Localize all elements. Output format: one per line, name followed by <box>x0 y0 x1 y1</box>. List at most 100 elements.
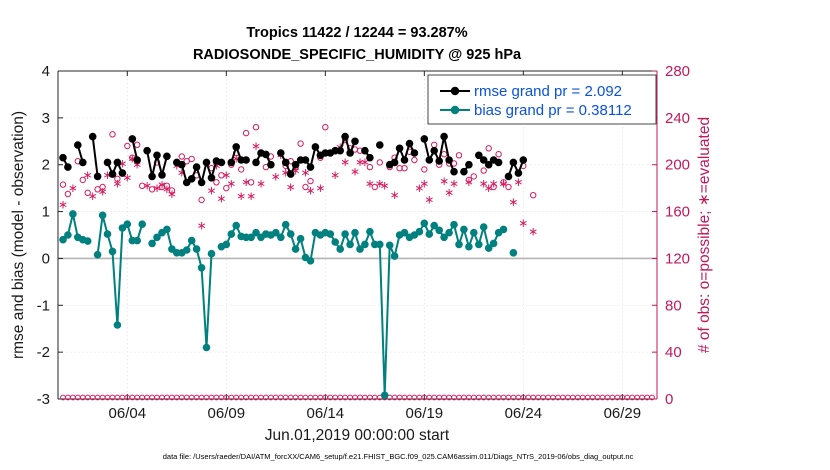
rmse-marker <box>217 158 226 167</box>
legend-bias-marker <box>450 105 460 115</box>
evaluated-obs-marker: ∗ <box>157 178 167 192</box>
rmse-marker <box>376 141 384 149</box>
evaluated-obs-marker: ∗ <box>152 181 162 195</box>
rmse-line <box>507 159 525 177</box>
rmse-marker <box>163 152 171 161</box>
bias-marker <box>202 343 211 352</box>
possible-obs-marker <box>307 177 314 185</box>
bias-marker <box>64 231 72 239</box>
evaluated-obs-marker: ∗ <box>216 192 226 206</box>
possible-obs-marker <box>124 142 131 150</box>
rmse-line <box>176 158 222 187</box>
possible-obs-marker <box>188 155 195 163</box>
bias-marker <box>69 210 77 218</box>
rmse-marker <box>128 135 137 143</box>
evaluated-obs-marker: ∗ <box>68 181 78 195</box>
bias-marker <box>272 228 280 237</box>
rmse-marker <box>262 150 270 159</box>
bias-marker <box>138 220 146 228</box>
bias-marker <box>133 236 141 245</box>
x-axis-label: Jun.01,2019 00:00:00 start <box>265 427 450 444</box>
rmse-marker <box>187 175 196 183</box>
evaluated-obs-marker: ∗ <box>102 168 112 182</box>
y-tick-label-right: 0 <box>665 391 673 408</box>
y-tick-label: -1 <box>37 297 50 314</box>
bias-marker <box>232 221 240 230</box>
rmse-marker <box>197 178 206 187</box>
possible-obs-marker <box>530 192 537 199</box>
bias-marker <box>252 228 260 237</box>
bias-marker <box>331 238 340 246</box>
possible-obs-marker <box>366 163 374 171</box>
bias-marker <box>460 225 468 234</box>
bias-marker <box>484 244 493 252</box>
y-tick-label-right: 80 <box>665 297 682 314</box>
rmse-marker <box>460 167 468 176</box>
y-tick-label: -2 <box>37 344 50 361</box>
possible-obs-marker <box>500 179 507 186</box>
rmse-marker <box>420 135 429 143</box>
rmse-marker <box>178 160 186 169</box>
axes <box>57 70 658 400</box>
possible-obs-marker <box>198 196 205 204</box>
rmse-marker <box>232 143 240 151</box>
evaluated-obs-marker: ∗ <box>330 168 340 182</box>
evaluated-obs-marker: ∗ <box>236 189 246 203</box>
rmse-marker <box>227 158 236 167</box>
y-tick-label-right: 120 <box>665 250 690 267</box>
legend-rmse-marker <box>450 86 460 96</box>
bias-marker <box>435 226 444 235</box>
rmse-marker <box>242 156 250 164</box>
possible-obs-marker <box>470 173 477 180</box>
x-tick-label: 06/14 <box>307 405 345 422</box>
bias-marker <box>98 211 107 220</box>
possible-obs-marker <box>183 158 190 165</box>
rmse-marker <box>430 146 439 155</box>
rmse-marker <box>286 170 295 178</box>
bias-marker <box>361 240 369 249</box>
bias-marker <box>306 257 315 265</box>
rmse-marker <box>519 156 528 164</box>
rmse-marker <box>435 157 444 165</box>
rmse-marker <box>148 172 156 181</box>
y-tick-label: -3 <box>37 391 50 408</box>
rmse-marker <box>281 158 290 167</box>
evaluated-obs-marker: ∗ <box>167 187 177 201</box>
bias-marker <box>182 246 191 254</box>
rmse-marker <box>306 163 315 171</box>
bias-marker <box>93 250 102 259</box>
bias-marker <box>153 233 161 242</box>
possible-obs-marker <box>490 183 497 191</box>
x-tick-label: 06/24 <box>505 405 543 422</box>
rmse-marker <box>79 158 87 167</box>
y-tick-label: 0 <box>42 250 50 267</box>
evaluated-obs-marker: ∗ <box>177 166 187 180</box>
evaluated-obs-marker: ∗ <box>419 176 429 190</box>
possible-obs-marker <box>247 179 255 186</box>
possible-obs-marker <box>495 151 502 158</box>
x-tick-label: 06/09 <box>208 405 246 422</box>
rmse-marker <box>336 146 345 155</box>
evaluated-obs-marker: ∗ <box>305 183 315 197</box>
evaluated-obs-marker: ∗ <box>375 176 385 190</box>
bias-marker <box>286 230 295 238</box>
bias-marker <box>499 225 508 234</box>
rmse-marker <box>192 163 201 171</box>
evaluated-obs-marker: ∗ <box>98 185 108 199</box>
bias-marker <box>296 234 305 243</box>
bias-marker <box>356 245 364 253</box>
rmse-marker <box>301 156 310 164</box>
y-axis-label-right: # of obs: o=possible; ∗=evaluated <box>696 117 713 353</box>
bias-marker <box>227 230 236 238</box>
bias-marker <box>489 239 498 248</box>
evaluated-obs-marker: ∗ <box>449 176 459 190</box>
rmse-marker <box>158 171 166 179</box>
bias-marker <box>465 242 473 251</box>
possible-obs-marker <box>455 152 463 159</box>
y-tick-label: 3 <box>42 110 50 127</box>
bias-series <box>59 210 518 400</box>
possible-obs-marker <box>505 183 512 191</box>
possible-obs-marker <box>79 176 87 184</box>
rmse-marker <box>514 169 523 177</box>
